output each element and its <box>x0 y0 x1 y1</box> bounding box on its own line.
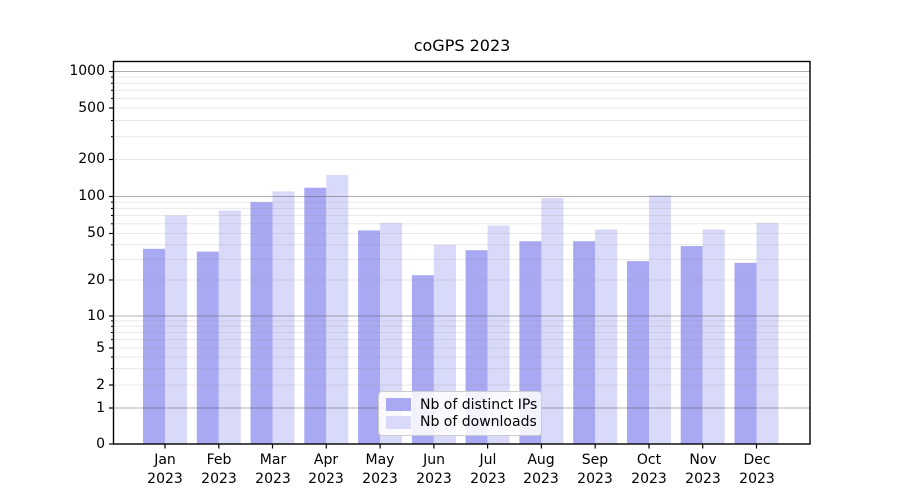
plot-frame <box>112 60 811 445</box>
y-tick-label-2: 2 <box>96 377 105 393</box>
axis-tick-marks <box>109 70 758 449</box>
legend-swatch-downloads <box>386 415 411 429</box>
x-tick-label-jan: Jan 2023 <box>147 452 183 487</box>
bar-downloads-aug <box>541 198 564 444</box>
bar-distinct-ips-apr <box>304 187 327 444</box>
y-tick-label-100: 100 <box>78 188 105 204</box>
bar-downloads-mar <box>272 191 295 444</box>
bar-distinct-ips-sep <box>573 241 596 444</box>
bar-distinct-ips-oct <box>627 261 649 444</box>
bar-downloads-oct <box>649 195 671 444</box>
x-tick-label-may: May 2023 <box>362 452 398 487</box>
bar-downloads-dec <box>756 222 779 444</box>
x-tick-label-apr: Apr 2023 <box>308 452 344 487</box>
bar-downloads-feb <box>218 210 241 444</box>
y-tick-label-20: 20 <box>87 272 105 288</box>
x-tick-label-feb: Feb 2023 <box>201 452 237 487</box>
chart-title: coGPS 2023 <box>413 36 511 55</box>
y-tick-label-10: 10 <box>87 308 105 324</box>
y-tick-label-5: 5 <box>96 340 105 356</box>
bar-downloads-sep <box>595 229 618 444</box>
bar-distinct-ips-nov <box>680 246 703 444</box>
x-tick-label-aug: Aug 2023 <box>523 452 559 487</box>
legend-label-downloads: Nb of downloads <box>420 414 537 431</box>
legend: Nb of distinct IPs Nb of downloads <box>378 391 542 436</box>
legend-item-distinct-ips: Nb of distinct IPs <box>386 396 538 413</box>
x-tick-label-jul: Jul 2023 <box>470 452 506 487</box>
x-tick-label-oct: Oct 2023 <box>631 452 667 487</box>
bar-downloads-may <box>380 222 403 444</box>
y-tick-label-200: 200 <box>78 151 105 167</box>
y-tick-label-0: 0 <box>96 436 105 452</box>
minor-gridlines <box>113 76 810 386</box>
x-tick-label-dec: Dec 2023 <box>739 452 775 487</box>
bar-distinct-ips-may <box>358 230 381 444</box>
legend-item-downloads: Nb of downloads <box>386 414 537 431</box>
bar-downloads-jan <box>165 215 187 444</box>
y-tick-label-500: 500 <box>78 100 105 116</box>
bar-distinct-ips-mar <box>250 202 273 444</box>
bar-distinct-ips-jan <box>143 248 165 444</box>
y-tick-label-50: 50 <box>87 225 105 241</box>
bar-downloads-apr <box>326 174 349 444</box>
bar-downloads-nov <box>702 229 725 444</box>
y-tick-label-1: 1 <box>96 400 105 416</box>
legend-label-distinct-ips: Nb of distinct IPs <box>420 396 538 413</box>
y-tick-label-1000: 1000 <box>69 63 105 79</box>
x-tick-label-mar: Mar 2023 <box>255 452 291 487</box>
bar-downloads-jul <box>487 225 510 444</box>
bar-distinct-ips-feb <box>196 251 219 444</box>
x-tick-label-jun: Jun 2023 <box>416 452 452 487</box>
legend-swatch-distinct-ips <box>386 398 411 412</box>
x-tick-label-nov: Nov 2023 <box>685 452 721 487</box>
x-tick-label-sep: Sep 2023 <box>577 452 613 487</box>
bar-distinct-ips-dec <box>734 262 757 444</box>
